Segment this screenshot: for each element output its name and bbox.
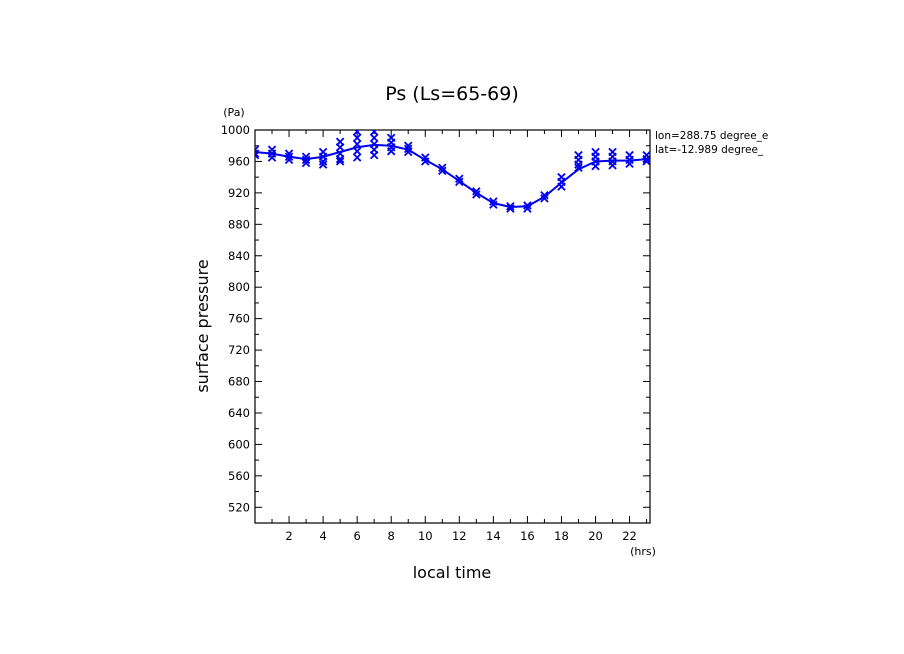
data-point-marker	[642, 157, 650, 166]
data-point-marker	[352, 153, 362, 162]
x-tick-label: 16	[520, 529, 535, 543]
data-point-marker	[608, 161, 617, 170]
x-axis-ticks: 2 4 6 8 10 12 14 16 18 20 22	[271, 130, 648, 543]
data-point-marker	[369, 133, 379, 143]
data-point-marker	[352, 139, 362, 149]
y-tick-label: 800	[228, 280, 250, 294]
y-tick-label: 840	[228, 249, 250, 263]
data-point-marker	[352, 146, 362, 156]
x-tick-label: 2	[285, 529, 292, 543]
y-tick-label: 640	[228, 406, 250, 420]
data-point-marker	[284, 155, 294, 165]
data-point-marker	[523, 204, 532, 213]
data-point-marker	[369, 150, 379, 160]
y-tick-label: 760	[228, 312, 250, 326]
y-tick-label: 520	[228, 500, 250, 514]
x-tick-label: 18	[554, 529, 569, 543]
x-axis-label: local time	[413, 563, 492, 582]
data-point-marker	[455, 177, 464, 187]
x-tick-label: 12	[452, 529, 467, 543]
plot-frame	[254, 129, 651, 524]
y-tick-label: 920	[228, 186, 250, 200]
data-point-marker	[335, 154, 345, 164]
y-tick-label: 680	[228, 375, 250, 389]
y-unit-label: (Pa)	[223, 106, 244, 119]
data-point-marker	[352, 133, 362, 143]
x-tick-label: 10	[418, 529, 433, 543]
annotation-lon: lon=288.75 degree_e	[655, 130, 768, 142]
data-point-marker	[369, 130, 379, 136]
data-point-marker	[335, 157, 345, 166]
chart-title: Ps (Ls=65-69)	[385, 83, 519, 105]
data-point-marker	[284, 149, 294, 158]
data-point-marker	[438, 166, 447, 176]
y-tick-label: 1000	[221, 123, 250, 137]
x-tick-label: 6	[353, 529, 360, 543]
annotation-lat: lat=-12.989 degree_	[655, 144, 764, 156]
series-layer	[255, 130, 650, 213]
data-point-marker	[352, 130, 362, 136]
data-point-marker	[301, 155, 311, 165]
x-tick-label: 14	[486, 529, 501, 543]
data-point-marker	[489, 197, 498, 206]
y-tick-label: 960	[228, 154, 250, 168]
data-point-marker	[523, 201, 532, 210]
data-point-marker	[574, 163, 583, 172]
data-point-marker	[472, 187, 481, 196]
y-axis-label: surface pressure	[193, 259, 212, 392]
y-tick-label: 600	[228, 437, 250, 451]
data-point-marker	[284, 152, 294, 161]
data-point-marker	[489, 200, 498, 209]
data-point-marker	[255, 150, 260, 160]
data-point-marker	[267, 153, 277, 162]
data-point-marker	[318, 157, 328, 166]
data-point-marker	[335, 143, 345, 152]
x-tick-label: 20	[588, 529, 603, 543]
data-point-marker	[318, 160, 328, 169]
data-point-marker	[455, 174, 464, 183]
data-point-marker	[625, 159, 634, 169]
y-axis-ticks: 520 560 600 640 680 720 760 800 840 880 920 960 1000	[221, 123, 650, 514]
data-point-marker	[506, 202, 515, 211]
data-point-marker	[403, 144, 413, 154]
data-point-marker	[421, 157, 430, 166]
x-tick-label: 22	[622, 529, 637, 543]
data-point-marker	[574, 160, 583, 169]
data-point-marker	[540, 191, 549, 200]
y-tick-label: 560	[228, 469, 250, 483]
data-point-marker	[591, 161, 600, 171]
data-point-marker	[403, 147, 413, 157]
data-point-marker	[472, 190, 481, 199]
data-point-marker	[642, 154, 650, 164]
data-point-marker	[301, 152, 311, 161]
y-tick-label: 720	[228, 343, 250, 357]
y-tick-label: 880	[228, 217, 250, 231]
series-line	[255, 143, 647, 209]
data-point-marker	[438, 163, 447, 172]
data-point-marker	[301, 158, 311, 168]
data-point-marker	[255, 149, 260, 158]
x-tick-label: 8	[388, 529, 395, 543]
x-unit-label: (hrs)	[630, 545, 656, 558]
data-point-marker	[540, 194, 549, 203]
x-tick-label: 4	[319, 529, 326, 543]
data-point-marker	[506, 204, 515, 213]
data-point-marker	[403, 141, 413, 150]
data-point-marker	[557, 182, 566, 191]
data-point-marker	[386, 146, 396, 156]
